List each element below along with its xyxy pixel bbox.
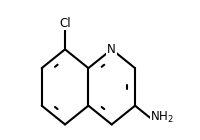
Text: N: N [107,43,116,56]
Text: Cl: Cl [59,17,71,30]
Text: NH$_2$: NH$_2$ [150,110,174,125]
